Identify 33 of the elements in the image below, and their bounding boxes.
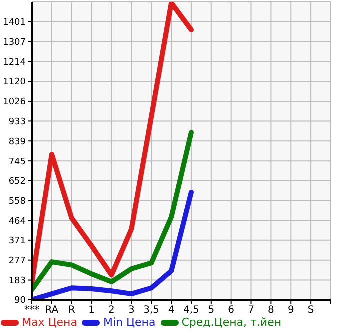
x-tick-label: 6 (228, 305, 235, 316)
y-tick-label: 745 (8, 157, 26, 168)
y-tick-label: 1120 (3, 78, 26, 88)
y-tick-label: 90 (14, 296, 26, 306)
y-tick-label: 933 (8, 117, 26, 128)
x-tick-label: *** (24, 305, 40, 316)
y-tick-label: 1401 (3, 18, 26, 28)
x-tick-label: 3,5 (144, 305, 160, 316)
x-tick-label: 3 (128, 305, 135, 316)
y-tick-label: 652 (8, 176, 26, 187)
y-tick-label: 464 (8, 216, 26, 227)
x-tick-label: 1 (88, 305, 95, 316)
y-tick-label: 1307 (3, 38, 26, 48)
x-tick-label: R (68, 305, 76, 316)
y-tick-label: 1026 (3, 98, 26, 108)
legend-label: Max Цена (22, 316, 78, 329)
y-tick-label: 558 (8, 196, 26, 207)
x-tick-label: 4 (168, 305, 175, 316)
y-tick-label: 371 (8, 236, 26, 247)
legend-label: Min Цена (103, 316, 156, 329)
x-tick-label: S (308, 305, 314, 316)
x-tick-label: 2 (108, 305, 115, 316)
legend-label: Сред.Цена, т.йен (182, 316, 282, 329)
x-tick-label: 5 (208, 305, 215, 316)
x-tick-label: 8 (268, 305, 274, 316)
y-tick-label: 277 (8, 256, 26, 267)
x-tick-label: 4,5 (184, 305, 200, 316)
x-tick-label: 9 (288, 305, 294, 316)
x-tick-label: 7 (248, 305, 254, 316)
y-tick-label: 183 (8, 276, 26, 286)
y-tick-label: 1214 (3, 58, 26, 68)
x-tick-label: RA (45, 305, 59, 316)
y-tick-label: 839 (8, 137, 26, 148)
